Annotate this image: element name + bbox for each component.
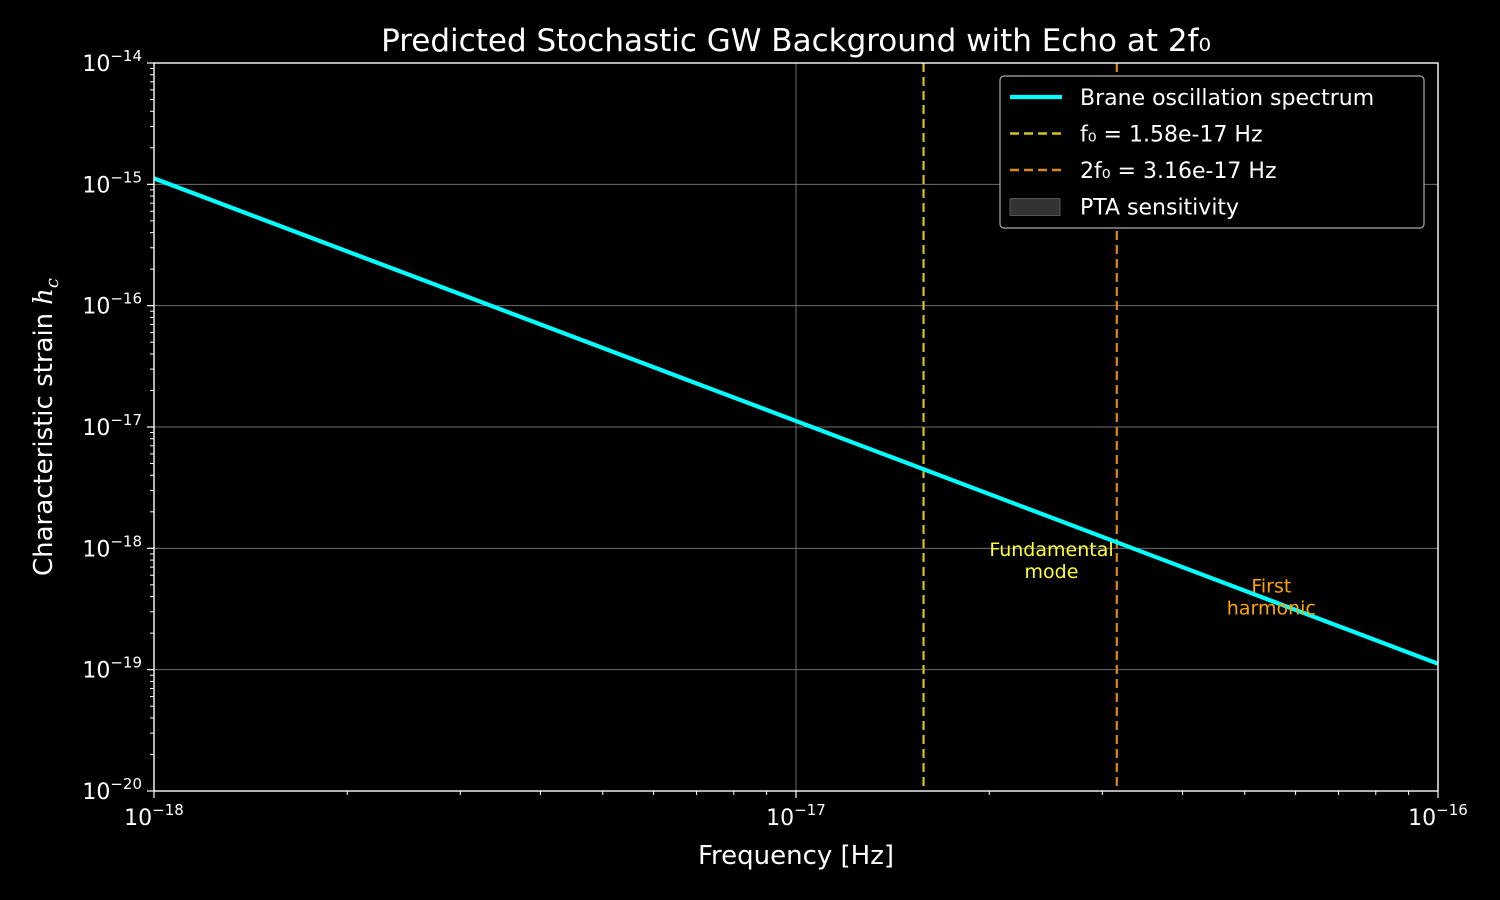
- y-tick-label: 10−16: [82, 290, 142, 320]
- legend-label-0: Brane oscillation spectrum: [1080, 86, 1374, 111]
- legend-entries: Brane oscillation spectrum f₀ = 1.58e-17 …: [1009, 86, 1374, 221]
- chart-title: Predicted Stochastic GW Background with …: [381, 23, 1211, 59]
- legend-swatch-pta: [1009, 198, 1061, 216]
- y-tick-label: 10−18: [82, 532, 142, 562]
- annotation-first-harmonic: First harmonic: [1227, 576, 1316, 620]
- x-tick-label: 10−17: [766, 801, 826, 831]
- y-axis-label-symbol: h: [29, 288, 59, 305]
- x-tick-label: 10−16: [1408, 801, 1468, 831]
- annotation-line: Fundamental: [989, 539, 1113, 561]
- annotation-line: harmonic: [1227, 598, 1316, 620]
- y-tick-label: 10−19: [82, 654, 142, 684]
- legend-label-3: PTA sensitivity: [1080, 196, 1239, 221]
- vertical-reference-lines: [922, 63, 1118, 791]
- y-tick-label: 10−20: [82, 775, 142, 805]
- y-axis-ticks: 10−20 10−19 10−18 10−17 10−16 10−15 10−14: [82, 47, 154, 805]
- x-axis-label: Frequency [Hz]: [698, 841, 894, 871]
- y-axis-label-subscript: c: [42, 278, 63, 288]
- annotation-line: mode: [1025, 561, 1079, 583]
- annotation-line: First: [1251, 576, 1291, 598]
- legend-label-2: 2f₀ = 3.16e-17 Hz: [1080, 159, 1277, 184]
- legend: Brane oscillation spectrum f₀ = 1.58e-17 …: [999, 75, 1425, 229]
- annotations: Fundamental mode First harmonic: [989, 539, 1316, 620]
- x-axis-ticks: 10−18 10−17 10−16: [124, 791, 1468, 831]
- y-tick-label: 10−17: [82, 411, 142, 441]
- series-group: [153, 176, 1439, 666]
- y-tick-label: 10−15: [82, 168, 142, 198]
- y-axis-label-text: Characteristic strain: [29, 313, 59, 576]
- legend-box: [999, 75, 1425, 229]
- y-axis-label: Characteristic strain hc: [29, 278, 63, 576]
- y-tick-label: 10−14: [82, 47, 142, 77]
- annotation-fundamental-mode: Fundamental mode: [989, 539, 1113, 583]
- legend-label-1: f₀ = 1.58e-17 Hz: [1080, 123, 1263, 148]
- series-line-brane-spectrum: [153, 176, 1439, 666]
- x-tick-label: 10−18: [124, 801, 184, 831]
